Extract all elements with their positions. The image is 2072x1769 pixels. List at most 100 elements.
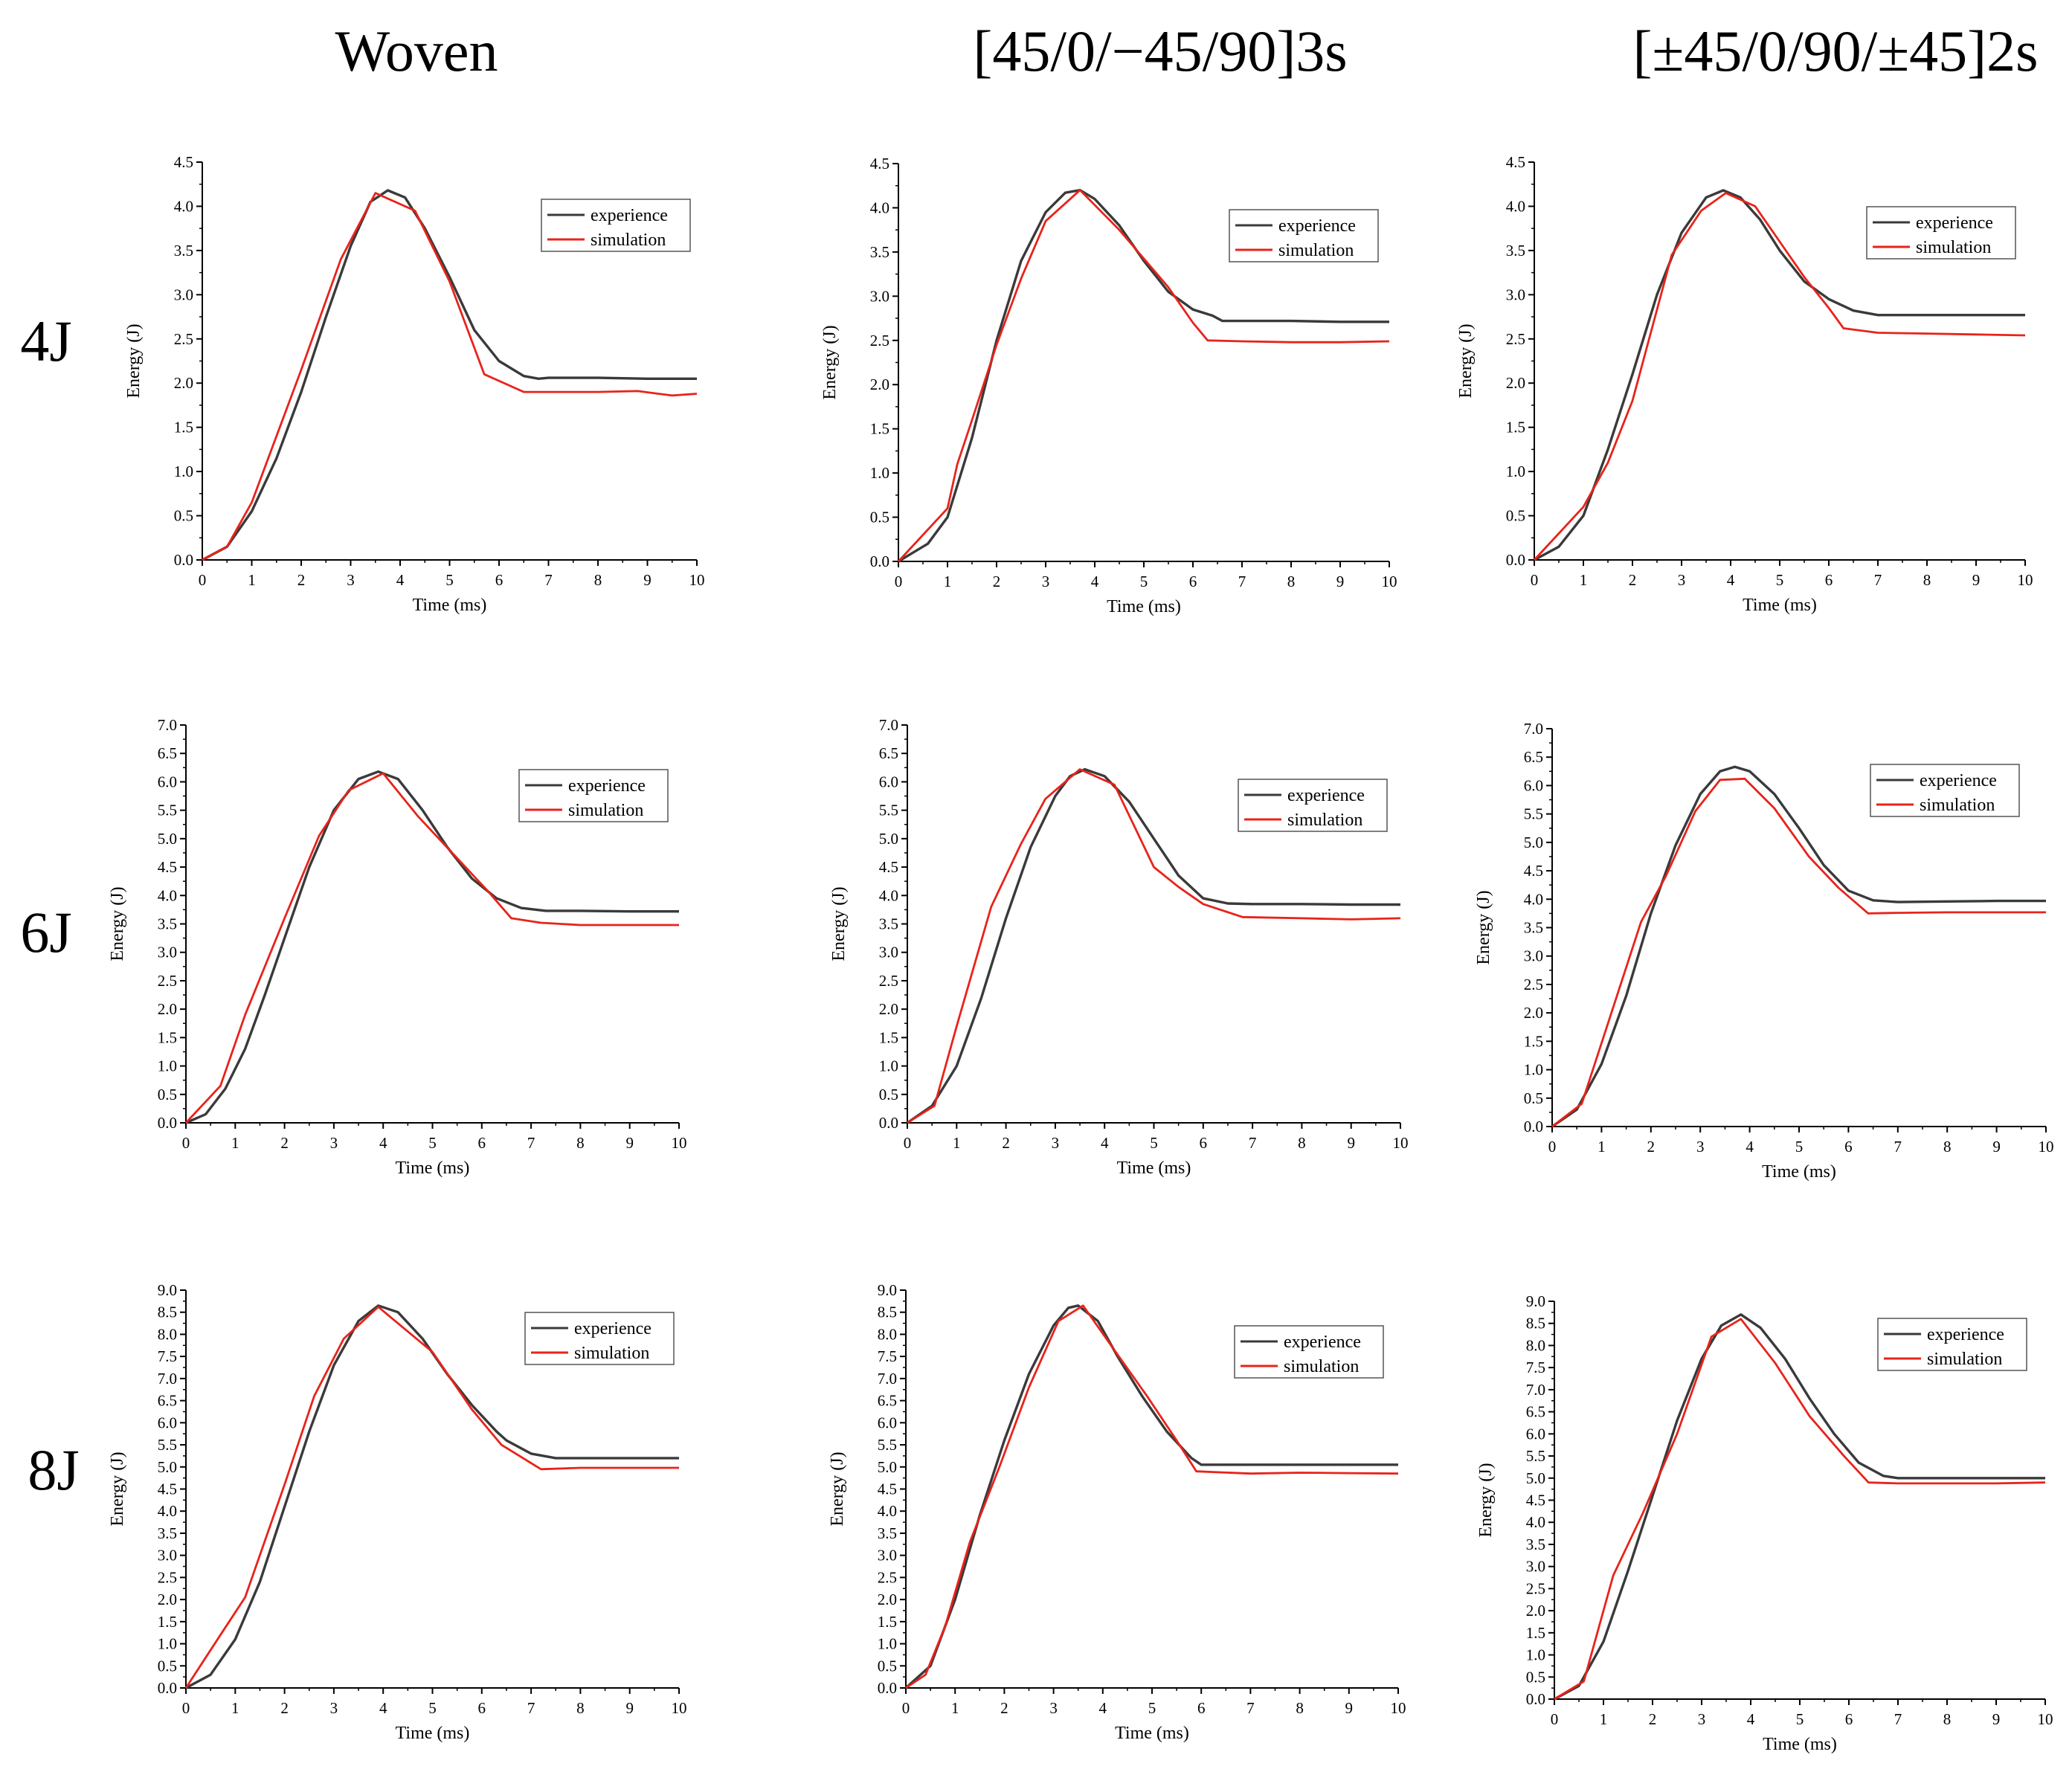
y-tick-label: 0.0 — [1524, 1118, 1543, 1135]
y-tick-label: 3.5 — [879, 915, 898, 933]
x-tick-label: 8 — [576, 1699, 585, 1717]
y-tick-label: 1.5 — [878, 1613, 897, 1631]
y-tick-label: 2.5 — [879, 972, 898, 990]
x-tick-label: 6 — [1845, 1710, 1853, 1728]
x-tick-label: 7 — [1249, 1134, 1257, 1152]
x-tick-label: 2 — [993, 573, 1001, 590]
x-tick-label: 0 — [182, 1699, 190, 1717]
y-axis-title: Energy (J) — [124, 323, 144, 398]
x-tick-label: 5 — [1140, 573, 1148, 590]
y-tick-label: 5.0 — [879, 830, 898, 848]
legend-label-simulation: simulation — [568, 801, 643, 820]
y-tick-label: 8.0 — [1526, 1336, 1545, 1354]
series-experience-line — [1551, 765, 2046, 1128]
x-axis-title: Time (ms) — [1117, 1159, 1191, 1178]
x-tick-label: 9 — [1347, 1134, 1355, 1152]
y-tick-label: 4.5 — [1506, 153, 1525, 171]
x-tick-label: 2 — [1647, 1138, 1656, 1156]
y-tick-label: 6.0 — [1526, 1425, 1545, 1443]
y-tick-label: 8.5 — [158, 1304, 177, 1321]
x-tick-label: 8 — [1296, 1699, 1304, 1717]
x-tick-label: 6 — [495, 571, 503, 589]
y-tick-label: 5.0 — [878, 1458, 897, 1476]
x-axis-title: Time (ms) — [1743, 596, 1817, 615]
x-tick-label: 1 — [944, 573, 952, 590]
y-tick-label: 0.5 — [870, 509, 889, 526]
y-tick-label: 3.5 — [878, 1524, 897, 1542]
x-tick-label: 3 — [330, 1134, 338, 1152]
y-tick-label: 6.0 — [1524, 776, 1543, 794]
y-axis-title: Energy (J) — [820, 325, 840, 399]
x-tick-label: 7 — [544, 571, 553, 589]
y-tick-label: 2.5 — [870, 332, 889, 349]
y-tick-label: 7.5 — [1526, 1359, 1545, 1376]
x-tick-label: 3 — [1049, 1699, 1058, 1717]
y-tick-label: 5.5 — [879, 802, 898, 819]
legend-label-experience: experience — [591, 206, 668, 225]
y-tick-label: 0.0 — [879, 1114, 898, 1132]
y-tick-label: 5.0 — [1526, 1469, 1545, 1487]
x-tick-label: 0 — [895, 573, 903, 590]
chart-quasi-4j: 0.0 0.5 1.0 1.5 2.0 2.5 3.0 3.5 4.0 4.5 0 1 2 3 4 5 6 7 8 9… — [820, 155, 1397, 616]
y-tick-label: 1.0 — [879, 1057, 898, 1075]
y-tick-label: 3.5 — [158, 1524, 177, 1542]
y-tick-label: 1.0 — [878, 1635, 897, 1653]
y-tick-label: 2.0 — [1524, 1004, 1543, 1022]
legend-box — [1877, 1318, 2027, 1371]
column-title-quasi-isotropic: [45/0/−45/90]3s — [973, 19, 1347, 83]
series-experience-line — [185, 770, 679, 1124]
x-tick-label: 0 — [199, 571, 207, 589]
series-experience-line — [185, 1304, 679, 1689]
x-tick-label: 1 — [248, 571, 256, 589]
x-tick-label: 4 — [1747, 1710, 1755, 1728]
x-tick-label: 0 — [1548, 1138, 1557, 1156]
y-tick-label: 7.0 — [158, 1370, 177, 1388]
x-tick-label: 10 — [1391, 1699, 1406, 1717]
legend: experience simulation — [1870, 764, 2020, 817]
legend-label-experience: experience — [574, 1319, 651, 1338]
x-tick-label: 8 — [1943, 1138, 1952, 1156]
legend-box — [541, 199, 691, 252]
y-tick-label: 3.0 — [1506, 286, 1525, 303]
y-tick-label: 1.0 — [870, 464, 889, 482]
legend-label-simulation: simulation — [1287, 811, 1362, 830]
x-tick-label: 4 — [379, 1699, 387, 1717]
y-tick-label: 6.5 — [878, 1392, 897, 1410]
legend: experience simulation — [1229, 209, 1379, 262]
y-tick-label: 8.0 — [878, 1325, 897, 1343]
legend: experience simulation — [1238, 779, 1388, 832]
y-tick-label: 9.0 — [158, 1281, 177, 1299]
y-tick-label: 2.0 — [158, 1000, 177, 1018]
y-tick-label: 6.5 — [879, 744, 898, 762]
x-tick-label: 6 — [1825, 571, 1833, 589]
y-tick-label: 6.0 — [878, 1414, 897, 1431]
y-tick-label: 1.5 — [1526, 1624, 1545, 1642]
x-tick-label: 1 — [231, 1699, 239, 1717]
y-tick-label: 4.0 — [1506, 197, 1525, 215]
legend-label-simulation: simulation — [574, 1344, 649, 1363]
y-tick-label: 1.5 — [1524, 1032, 1543, 1050]
column-title-woven: Woven — [335, 19, 498, 83]
legend: experience simulation — [541, 199, 691, 252]
y-axis-title: Energy (J) — [1476, 1463, 1496, 1537]
legend-box — [524, 1312, 675, 1365]
y-tick-label: 2.0 — [878, 1591, 897, 1608]
x-tick-label: 1 — [1598, 1138, 1606, 1156]
x-axis-title: Time (ms) — [413, 596, 487, 615]
y-tick-label: 5.5 — [158, 1436, 177, 1454]
chart-woven-8j: 0.0 0.5 1.0 1.5 2.0 2.5 3.0 3.5 4.0 4.5 5.0 5.5 6.0 6… — [108, 1281, 687, 1743]
legend-label-simulation: simulation — [1920, 796, 1995, 815]
x-tick-label: 8 — [576, 1134, 585, 1152]
y-tick-label: 3.0 — [158, 1547, 177, 1565]
x-axis-title: Time (ms) — [1107, 597, 1181, 616]
chart-quasi-8j: 0.0 0.5 1.0 1.5 2.0 2.5 3.0 3.5 4.0 4.5 5.0 5.5 6.0 6… — [828, 1281, 1406, 1743]
legend-label-simulation: simulation — [1278, 241, 1354, 260]
y-tick-label: 1.0 — [174, 463, 193, 480]
y-tick-label: 4.5 — [870, 155, 889, 173]
series-simulation-line — [905, 1304, 1399, 1689]
x-tick-label: 10 — [2018, 571, 2033, 589]
legend-label-simulation: simulation — [591, 231, 666, 250]
series-simulation-line — [897, 189, 1390, 562]
y-tick-label: 4.0 — [1524, 890, 1543, 908]
legend-label-experience: experience — [1287, 786, 1365, 805]
